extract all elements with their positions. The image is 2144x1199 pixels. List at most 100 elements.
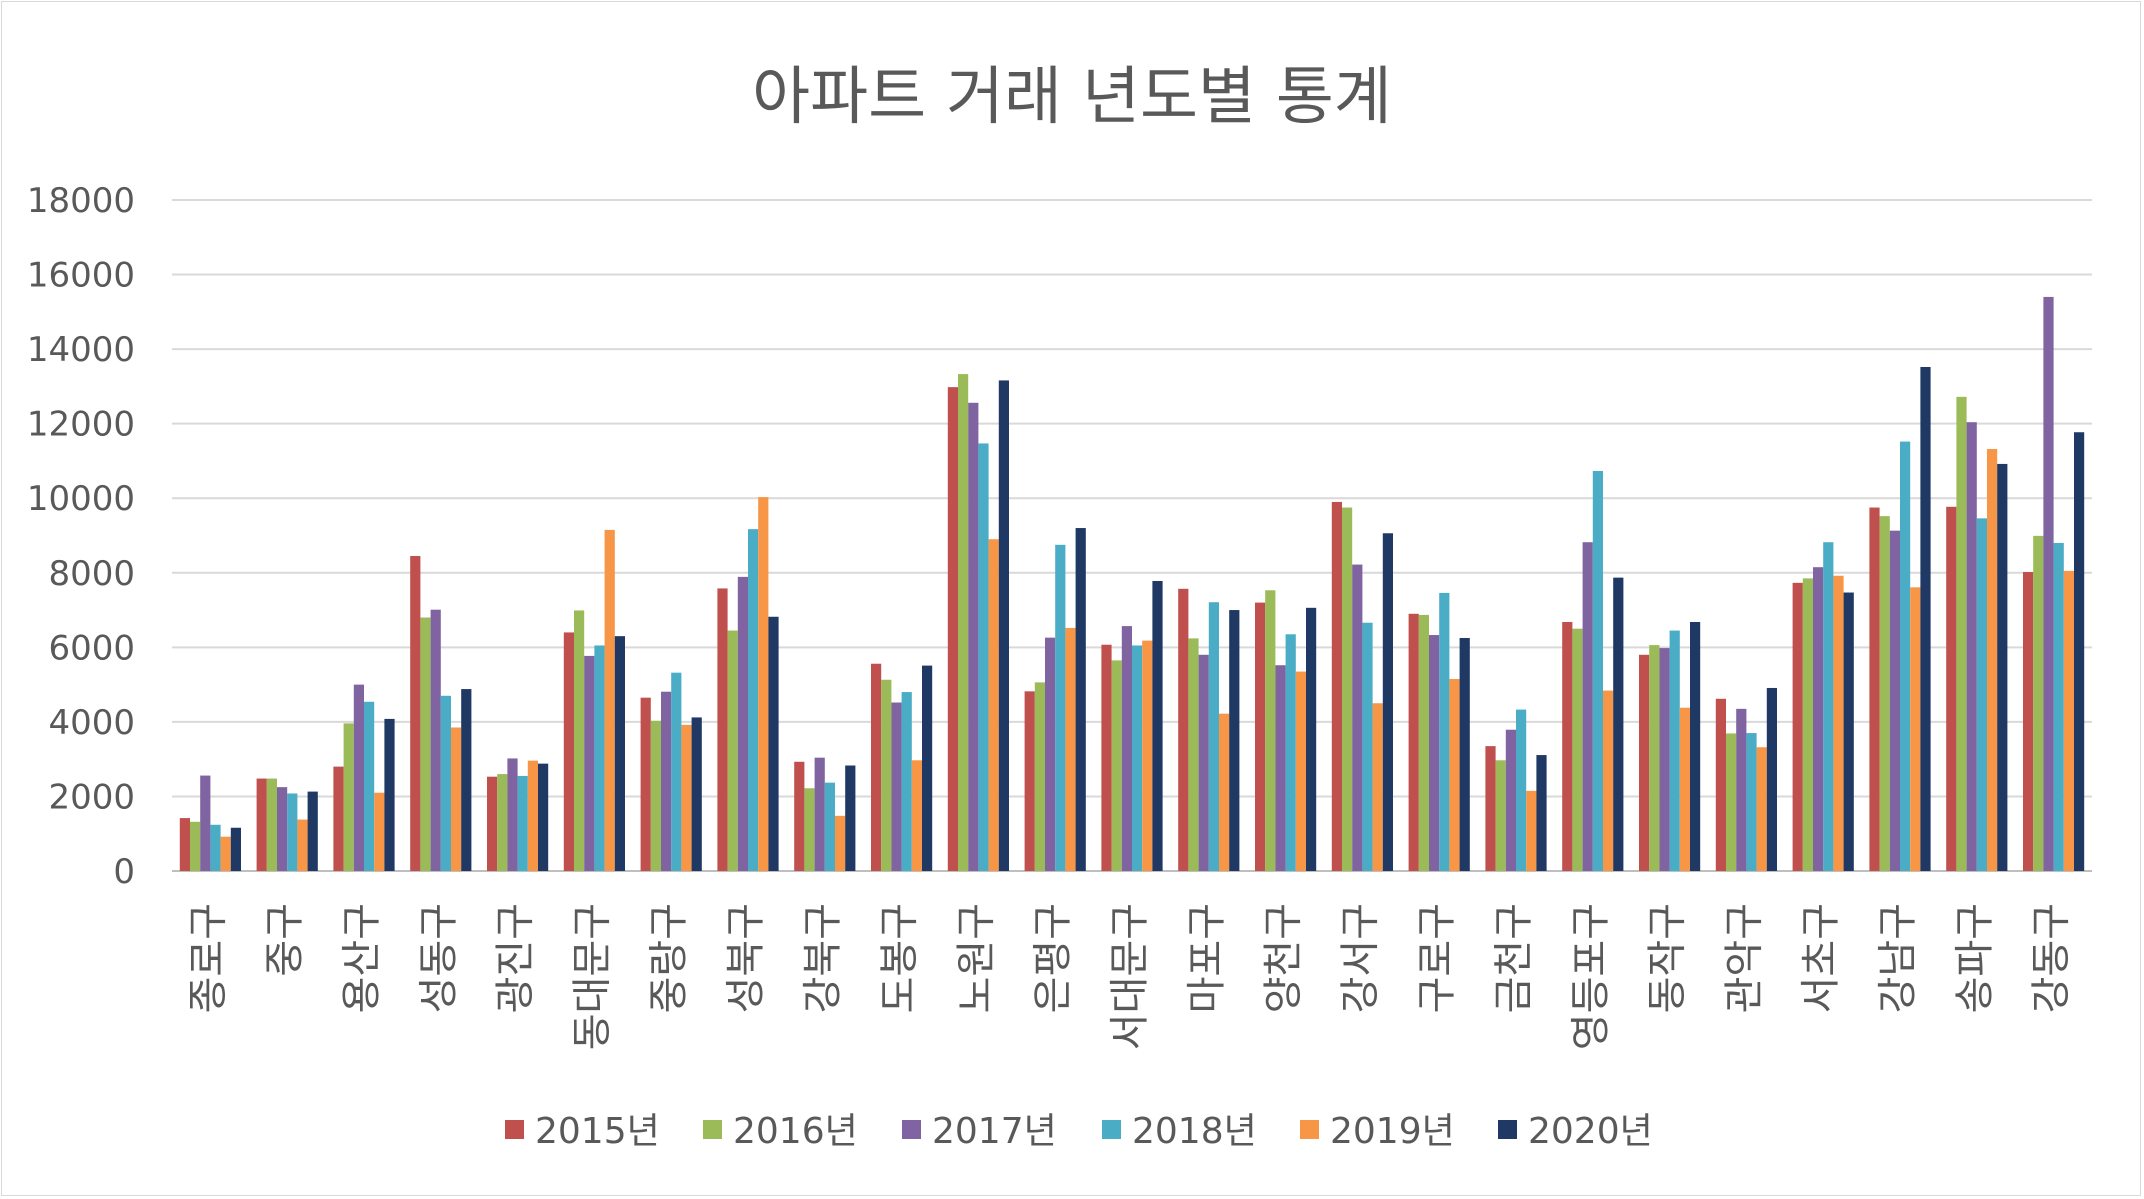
legend-label: 2020년 <box>1528 1111 1653 1152</box>
bar <box>1679 707 1690 871</box>
bar <box>681 724 692 871</box>
x-tick-label: 성북구 <box>723 903 769 1013</box>
x-tick-label: 성동구 <box>416 903 462 1013</box>
bar <box>748 529 759 871</box>
bar <box>1198 654 1209 871</box>
bar <box>1889 530 1900 871</box>
bar <box>1111 660 1122 871</box>
bar <box>998 380 1009 871</box>
bar <box>374 792 385 871</box>
bar <box>1690 621 1701 871</box>
bar <box>1065 627 1076 871</box>
x-tick-label: 강북구 <box>800 903 846 1013</box>
legend-label: 2019년 <box>1330 1111 1455 1152</box>
bar <box>1813 567 1824 871</box>
bar <box>1152 580 1163 871</box>
legend-label: 2016년 <box>733 1111 858 1152</box>
bar <box>179 818 190 871</box>
bar <box>420 617 431 871</box>
bar <box>574 610 585 871</box>
bar <box>1910 587 1921 871</box>
bar <box>804 788 815 871</box>
bar <box>384 718 395 871</box>
x-tick-label: 강서구 <box>1337 903 1383 1013</box>
bar <box>1024 691 1035 871</box>
bar <box>343 723 354 871</box>
x-tick-label: 구로구 <box>1414 903 1460 1013</box>
bar <box>1987 449 1998 871</box>
bar <box>1219 713 1230 871</box>
bar <box>947 387 958 871</box>
bar <box>1418 614 1429 871</box>
bar <box>430 609 441 871</box>
legend-label: 2017년 <box>932 1111 1057 1152</box>
bar <box>1976 518 1987 871</box>
bar <box>737 576 748 871</box>
legend-swatch <box>505 1120 524 1139</box>
bar <box>614 636 625 871</box>
bar <box>1746 733 1757 871</box>
bar <box>1879 516 1890 871</box>
bar <box>563 632 574 871</box>
bar <box>1802 578 1813 871</box>
bar <box>1275 665 1286 871</box>
bar <box>881 679 892 871</box>
bar <box>671 672 682 871</box>
x-tick-label: 종로구 <box>185 903 231 1013</box>
bars <box>179 296 2085 871</box>
y-tick-label: 18000 <box>27 181 135 221</box>
legend-swatch <box>1498 1120 1517 1139</box>
bar <box>594 645 605 871</box>
bar <box>1075 528 1086 871</box>
bar <box>297 819 308 871</box>
legend-item: 2018년 <box>1102 1111 1257 1152</box>
bar <box>538 763 549 871</box>
bar <box>1229 610 1240 871</box>
bar <box>1459 638 1470 871</box>
bar <box>277 787 288 871</box>
bar <box>1736 708 1747 871</box>
bar <box>1295 671 1306 871</box>
bar <box>287 793 298 871</box>
bar <box>364 701 375 871</box>
x-tick-label: 은평구 <box>1030 903 1076 1013</box>
bar <box>1034 682 1045 871</box>
bar <box>1408 613 1419 871</box>
bar <box>1208 602 1219 871</box>
bar <box>256 778 267 871</box>
bar <box>497 774 508 871</box>
bar <box>1485 746 1496 871</box>
bar <box>1101 644 1112 871</box>
bar <box>353 684 364 871</box>
legend-swatch <box>902 1120 921 1139</box>
legend-item: 2016년 <box>703 1111 858 1152</box>
bar <box>901 692 912 871</box>
bar <box>1178 588 1189 871</box>
bar <box>1669 630 1680 871</box>
bar <box>2033 535 2044 871</box>
bar <box>1045 637 1056 871</box>
x-tick-label: 도봉구 <box>877 903 923 1013</box>
bar <box>1121 626 1132 871</box>
bar <box>1285 634 1296 871</box>
x-axis: 종로구 중구 용산구 성동구 광진구 동대문구 중랑구 성북구 강북구 도봉구 노원구 은평구 서대문구… <box>185 903 2074 1050</box>
x-tick-label: 양천구 <box>1261 903 1307 1013</box>
bar <box>190 821 201 871</box>
legend: 2015년 2016년 2017년 2018년 2019년 2020년 <box>505 1111 1653 1152</box>
bar <box>1372 703 1383 871</box>
bar <box>1495 760 1506 871</box>
x-tick-label: 강동구 <box>2029 903 2075 1013</box>
bar <box>768 616 779 871</box>
bar <box>1562 621 1573 871</box>
bar <box>487 776 498 871</box>
bar <box>333 766 344 871</box>
bar <box>978 443 989 871</box>
bar <box>1639 654 1650 871</box>
bar <box>1756 747 1767 871</box>
bar <box>988 539 999 871</box>
bar <box>691 717 702 871</box>
bar <box>1715 698 1726 871</box>
bar <box>1592 471 1603 871</box>
bar <box>1449 679 1460 871</box>
